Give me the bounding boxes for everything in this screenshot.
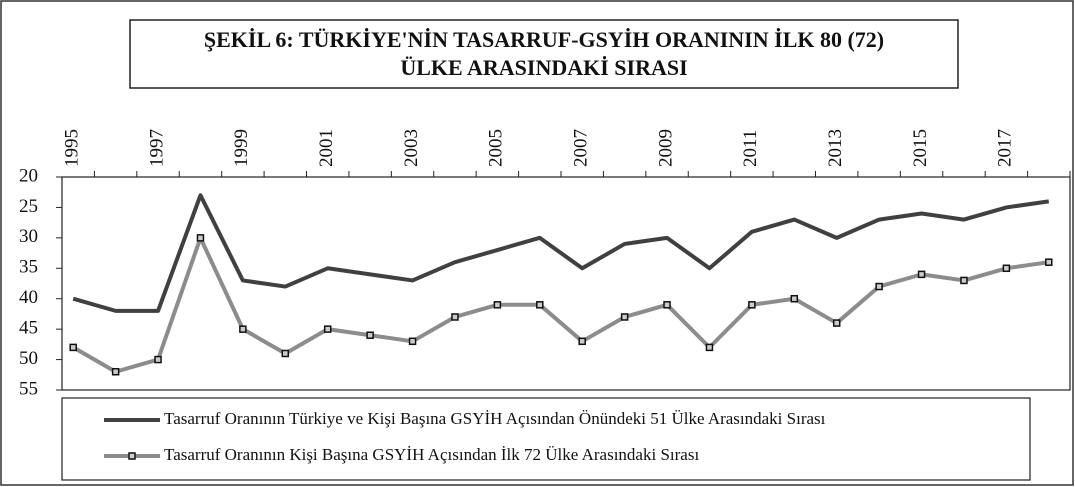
- point-marker: [960, 276, 968, 285]
- x-tick-label: 1999: [231, 129, 252, 167]
- point-marker: [663, 301, 671, 309]
- y-tick-label: 55: [19, 378, 38, 399]
- y-tick-label: 40: [19, 287, 38, 308]
- chart-title: ŞEKİL 6: TÜRKİYE'NİN TASARRUF-GSYİH ORAN…: [204, 27, 884, 52]
- plot-frame: [61, 176, 1071, 391]
- point-marker: [1045, 258, 1053, 266]
- x-tick-label: 2007: [571, 129, 592, 167]
- point-marker: [1002, 264, 1011, 273]
- x-tick-label: 2013: [825, 129, 846, 167]
- series-line: [72, 193, 1050, 313]
- point-marker: [451, 313, 459, 321]
- legend-box: [61, 397, 1031, 481]
- point-marker: [281, 349, 290, 358]
- point-marker: [493, 301, 502, 309]
- point-marker: [323, 325, 332, 333]
- point-marker: [111, 367, 120, 376]
- point-marker: [536, 301, 544, 309]
- point-marker: [196, 234, 205, 242]
- point-marker: [154, 355, 162, 364]
- y-tick-label: 45: [19, 318, 38, 339]
- x-tick-label: 1995: [62, 129, 83, 167]
- title-box: [129, 19, 959, 89]
- point-marker: [790, 294, 799, 303]
- point-marker: [875, 282, 883, 291]
- point-marker: [705, 343, 714, 352]
- x-tick-label: 2015: [910, 129, 931, 167]
- legend-marker: [128, 452, 136, 460]
- point-marker: [366, 331, 374, 339]
- x-tick-label: 2001: [316, 129, 337, 167]
- point-marker: [620, 313, 629, 321]
- y-tick-label: 20: [19, 165, 38, 186]
- y-tick-label: 50: [19, 348, 38, 369]
- legend-label: Tasarruf Oranının Türkiye ve Kişi Başına…: [164, 409, 826, 428]
- x-tick-label: 2011: [740, 130, 761, 167]
- legend-label: Tasarruf Oranının Kişi Başına GSYİH Açıs…: [164, 445, 699, 464]
- x-tick-label: 2017: [995, 129, 1016, 167]
- x-tick-label: 2005: [486, 129, 507, 167]
- point-marker: [917, 270, 926, 279]
- point-marker: [69, 343, 77, 352]
- point-marker: [748, 301, 756, 309]
- y-tick-label: 35: [19, 257, 38, 278]
- point-marker: [832, 319, 841, 327]
- y-tick-label: 25: [19, 196, 38, 217]
- point-marker: [578, 337, 586, 346]
- x-tick-label: 2009: [655, 129, 676, 167]
- point-marker: [239, 325, 247, 333]
- chart-title: ÜLKE ARASINDAKİ SIRASI: [400, 55, 687, 80]
- point-marker: [408, 337, 417, 346]
- x-tick-label: 1997: [146, 129, 167, 167]
- series-line: [72, 235, 1050, 374]
- x-tick-label: 2003: [401, 129, 422, 167]
- y-tick-label: 30: [19, 226, 38, 247]
